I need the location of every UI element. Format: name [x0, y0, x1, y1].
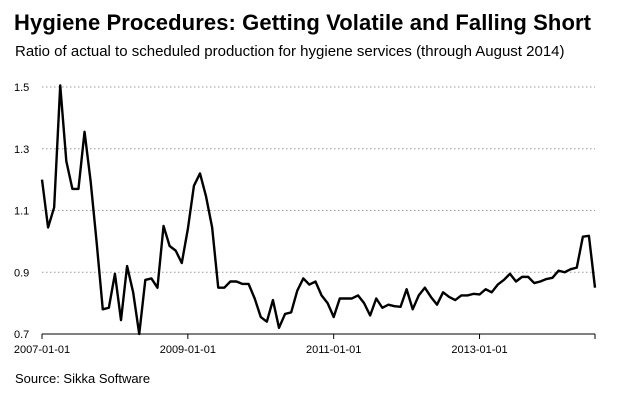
- y-tick-label: 1.1: [14, 206, 29, 218]
- y-tick-label: 1.5: [14, 82, 29, 94]
- x-axis: 2007-01-01 2009-01-01 2011-01-01 2013-01-01: [14, 333, 596, 356]
- x-tick-label: 2009-01-01: [160, 344, 216, 356]
- chart-subtitle: Ratio of actual to scheduled production …: [15, 43, 565, 60]
- series-group: [40, 84, 597, 336]
- y-tick-label: 1.3: [14, 144, 29, 156]
- series-line: [40, 84, 597, 336]
- y-tick-label: 0.7: [14, 329, 29, 341]
- x-tick-label: 2011-01-01: [306, 344, 361, 356]
- x-tick-label: 2013-01-01: [451, 344, 507, 356]
- gridlines: [42, 86, 595, 273]
- chart-source: Source: Sikka Software: [15, 371, 151, 386]
- y-tick-label: 0.9: [14, 267, 29, 279]
- chart-title: Hygiene Procedures: Getting Volatile and…: [14, 10, 592, 35]
- x-tick-label: 2007-01-01: [14, 344, 70, 356]
- y-axis: 0.7 0.9 1.1 1.3 1.5: [14, 82, 29, 341]
